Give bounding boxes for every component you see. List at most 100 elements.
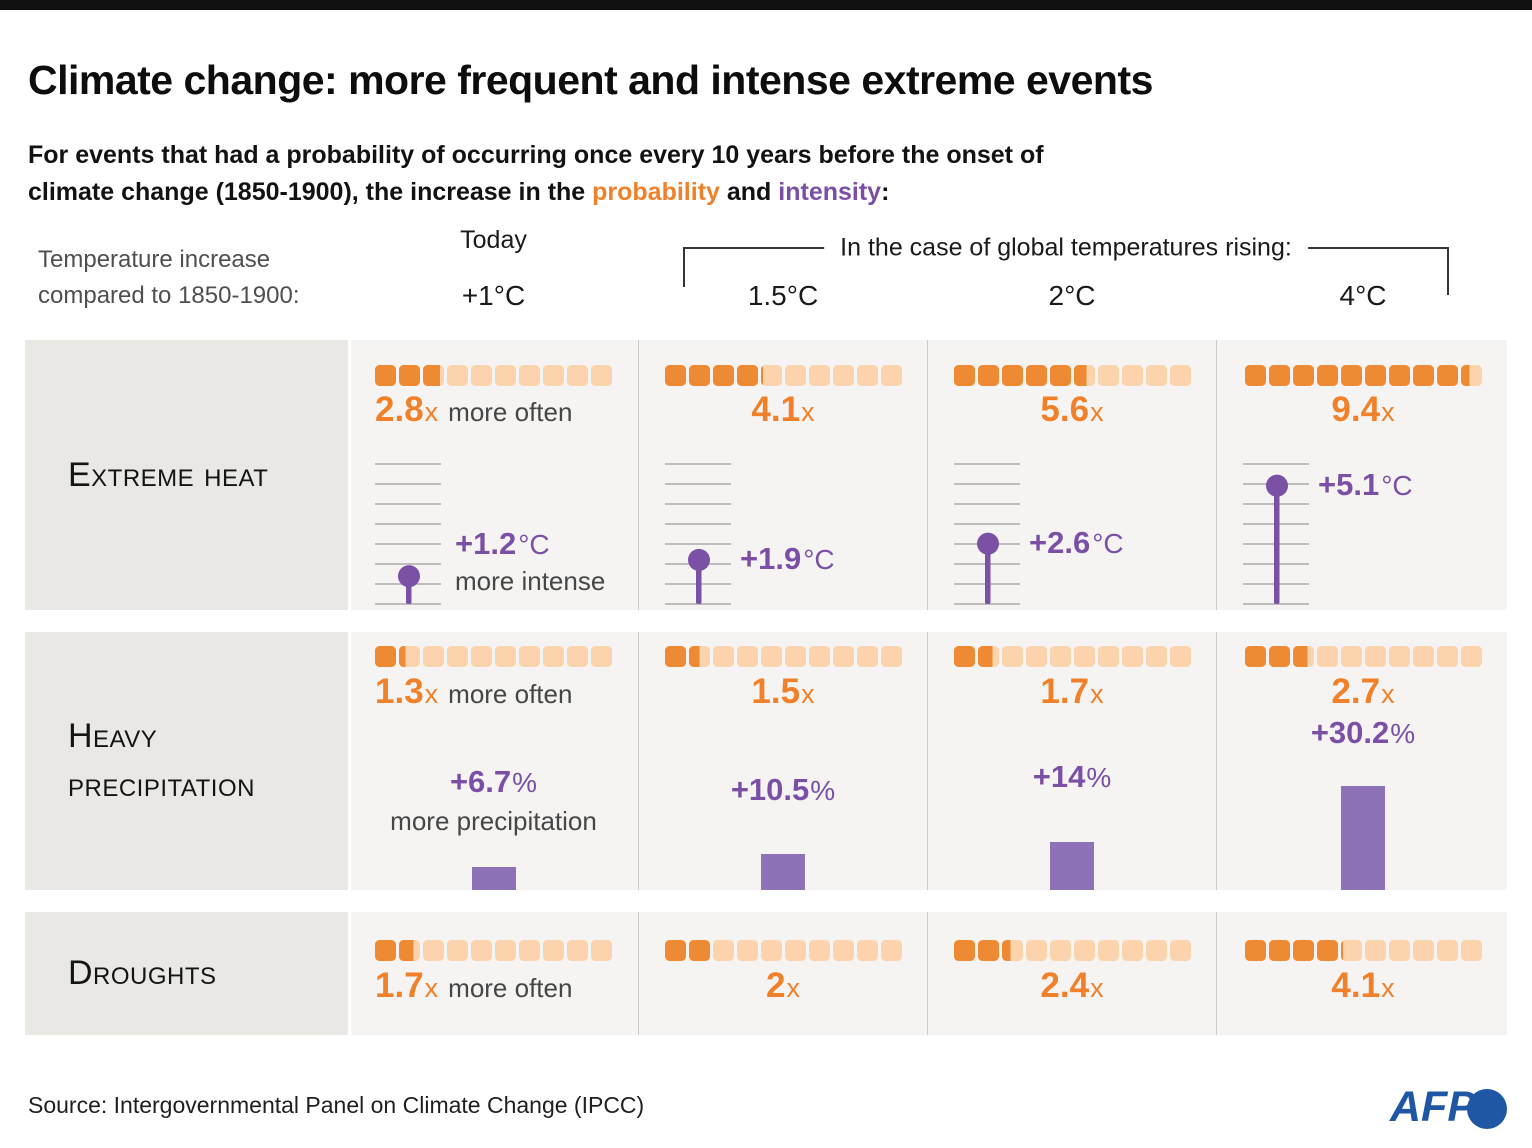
frequency-square (713, 646, 734, 667)
row-label-extreme-heat: Extreme heat (25, 340, 348, 610)
frequency-square (1293, 365, 1314, 386)
frequency-square (399, 940, 420, 961)
frequency-squares (351, 940, 636, 961)
frequency-square (857, 646, 878, 667)
subtitle-line2-mid: and (720, 178, 778, 206)
frequency-square (591, 940, 612, 961)
pin-head (688, 549, 710, 571)
frequency-square (1269, 365, 1290, 386)
frequency-squares (930, 940, 1214, 961)
frequency-square (1437, 365, 1458, 386)
frequency-square (857, 940, 878, 961)
frequency-multiplier: 5.6x (930, 390, 1214, 430)
frequency-multiplier: 4.1x (1219, 966, 1507, 1006)
frequency-squares (351, 365, 636, 386)
frequency-square (1245, 365, 1266, 386)
frequency-square (1245, 940, 1266, 961)
frequency-square (567, 940, 588, 961)
intensity-bar (1050, 842, 1094, 890)
column-divider (927, 912, 928, 1035)
intensity-unit: °C (518, 529, 549, 560)
frequency-square (785, 365, 806, 386)
frequency-squares (930, 646, 1214, 667)
frequency-square (591, 365, 612, 386)
column-divider (638, 340, 639, 610)
frequency-squares (351, 646, 636, 667)
intensity-unit: % (1390, 718, 1415, 749)
intensity-value: +30.2% (1219, 715, 1507, 751)
frequency-square (1050, 940, 1071, 961)
intensity-number: +10.5 (731, 772, 809, 807)
frequency-square (1365, 365, 1386, 386)
frequency-square (1437, 646, 1458, 667)
column-divider (1216, 632, 1217, 890)
row-label-droughts: Droughts (25, 912, 348, 1035)
afp-circle-icon (1467, 1089, 1507, 1129)
intensity-thermometer (665, 460, 731, 610)
intensity-bar (761, 854, 805, 890)
frequency-square (1074, 646, 1095, 667)
frequency-square (689, 940, 710, 961)
frequency-square (1461, 940, 1482, 961)
intensity-number: +1.9 (740, 541, 801, 576)
frequency-square (665, 365, 686, 386)
multiplier-value: 4.1 (751, 390, 800, 429)
intensity-value: +5.1°C (1318, 467, 1413, 503)
frequency-square (833, 646, 854, 667)
frequency-square (1146, 365, 1167, 386)
frequency-square (737, 365, 758, 386)
bracket-label: In the case of global temperatures risin… (824, 234, 1308, 263)
frequency-square (1413, 940, 1434, 961)
frequency-multiplier: 2.7x (1219, 672, 1507, 712)
frequency-square (1461, 646, 1482, 667)
intensity-bar (1341, 786, 1385, 890)
multiplier-x: x (1090, 679, 1104, 709)
frequency-square (737, 940, 758, 961)
frequency-square (1146, 646, 1167, 667)
frequency-square (447, 365, 468, 386)
frequency-square (665, 940, 686, 961)
compare-label-line1: Temperature increase (38, 246, 270, 273)
frequency-square (954, 940, 975, 961)
more-often-label: more often (448, 397, 572, 427)
frequency-square (881, 365, 902, 386)
cell-precip-1-5: 1.5x +10.5% (641, 632, 925, 890)
frequency-square (495, 940, 516, 961)
frequency-square (567, 646, 588, 667)
frequency-square (1026, 365, 1047, 386)
frequency-square (1365, 646, 1386, 667)
frequency-square (785, 940, 806, 961)
frequency-multiplier: 4.1x (641, 390, 925, 430)
multiplier-x: x (801, 679, 815, 709)
intensity-number: +1.2 (455, 526, 516, 561)
frequency-square (1317, 940, 1338, 961)
frequency-multiplier: 2.8xmore often (375, 390, 572, 430)
multiplier-x: x (1381, 973, 1395, 1003)
cell-heat-2: 5.6x +2.6°C (930, 340, 1214, 610)
intensity-value: +14% (930, 759, 1214, 795)
frequency-square (713, 365, 734, 386)
frequency-square (495, 646, 516, 667)
frequency-square (1074, 365, 1095, 386)
intensity-unit: °C (1381, 470, 1412, 501)
frequency-multiplier: 1.5x (641, 672, 925, 712)
scenario-temp-4: 4°C (1219, 280, 1507, 312)
frequency-squares (1219, 940, 1507, 961)
frequency-square (1413, 365, 1434, 386)
page-title: Climate change: more frequent and intens… (28, 57, 1508, 104)
subtitle: For events that had a probability of occ… (28, 137, 1328, 211)
multiplier-value: 9.4 (1331, 390, 1380, 429)
frequency-square (1317, 365, 1338, 386)
frequency-square (1098, 940, 1119, 961)
row-label-heavy-precipitation: Heavy precipitation (25, 632, 348, 890)
frequency-square (375, 646, 396, 667)
frequency-square (375, 365, 396, 386)
frequency-square (978, 940, 999, 961)
row-label-text: Extreme heat (68, 451, 348, 500)
subtitle-line2-pre: climate change (1850-1900), the increase… (28, 178, 592, 206)
multiplier-x: x (801, 397, 815, 427)
temperature-compare-label: Temperature increasecompared to 1850-190… (38, 242, 368, 314)
multiplier-value: 2.7 (1331, 672, 1380, 711)
frequency-square (809, 646, 830, 667)
frequency-square (1341, 365, 1362, 386)
